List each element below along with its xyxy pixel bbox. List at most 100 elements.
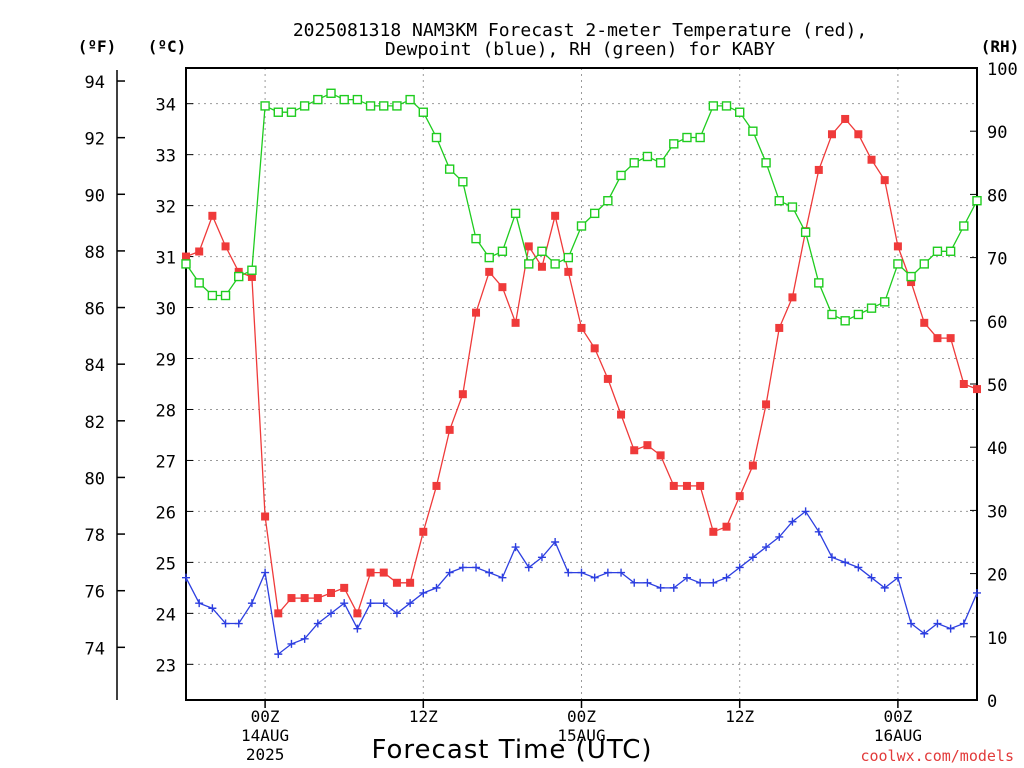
rh-point	[814, 278, 824, 288]
rh-tick-label: 70	[987, 250, 1007, 270]
temperature-point	[880, 176, 889, 185]
dewpoint-point	[933, 619, 942, 628]
dewpoint-point	[485, 568, 494, 577]
rh-point	[695, 132, 705, 143]
x-tick-label: 00Z	[251, 707, 280, 726]
temperature-point	[353, 609, 362, 618]
unit-label-rh: (RH)	[981, 37, 1020, 56]
celsius-tick-label: 30	[156, 300, 176, 320]
chart-title-line1: 2025081318 NAM3KM Forecast 2-meter Tempe…	[293, 20, 867, 41]
dewpoint-point	[841, 558, 850, 567]
x-tick-label: 00Z	[567, 707, 596, 726]
fahrenheit-tick-label: 78	[85, 526, 105, 546]
temperature-point	[551, 211, 560, 220]
rh-point	[603, 196, 613, 206]
rh-point	[313, 94, 323, 105]
rh-tick-label: 80	[987, 186, 1007, 206]
credit-text: coolwx.com/models	[860, 747, 1014, 765]
celsius-tick-label: 26	[156, 503, 176, 523]
temperature-point	[182, 252, 190, 261]
rh-point	[721, 101, 732, 111]
dewpoint-point	[524, 563, 533, 572]
rh-point	[642, 151, 653, 162]
dewpoint-point	[973, 588, 981, 597]
dewpoint-point	[748, 553, 757, 562]
dewpoint-point	[617, 568, 626, 577]
dewpoint-point	[472, 563, 481, 572]
temperature-point	[511, 318, 520, 327]
fahrenheit-tick-label: 80	[85, 469, 105, 489]
temperature-point	[814, 165, 823, 174]
temperature-point	[827, 130, 836, 139]
rh-point	[576, 221, 587, 231]
rh-point	[194, 278, 204, 288]
x-tick-label: 12Z	[725, 707, 754, 726]
unit-label-celsius: (ºC)	[148, 37, 187, 56]
dewpoint-point	[208, 604, 217, 613]
rh-point	[589, 208, 600, 219]
celsius-tick-label: 28	[156, 401, 176, 421]
dewpoint-point	[893, 573, 902, 582]
rh-point	[682, 132, 692, 143]
dewpoint-point	[696, 578, 705, 587]
celsius-tick-label: 33	[156, 147, 176, 167]
dewpoint-point	[498, 573, 507, 582]
rh-point	[866, 303, 877, 313]
rh-point	[484, 252, 494, 263]
temperature-point	[854, 130, 863, 139]
rh-point	[392, 101, 402, 111]
temperature-point	[498, 283, 507, 292]
dewpoint-point	[274, 650, 283, 659]
rh-point	[365, 101, 376, 111]
celsius-tick-label: 32	[156, 198, 176, 218]
rh-point	[800, 227, 811, 238]
rh-point	[444, 164, 455, 174]
fahrenheit-tick-label: 92	[85, 130, 105, 150]
temperature-point	[735, 492, 744, 501]
rh-point	[234, 271, 244, 282]
dewpoint-point	[775, 532, 784, 541]
x-tick-label: 16AUG	[874, 726, 922, 745]
x-tick-label: 15AUG	[557, 726, 605, 745]
temperature-point	[392, 578, 401, 587]
fahrenheit-tick-label: 76	[85, 583, 105, 603]
rh-point	[787, 202, 798, 212]
temperature-point	[973, 385, 981, 394]
dewpoint-point	[854, 563, 863, 572]
rh-point	[550, 259, 560, 269]
temperature-point	[300, 594, 309, 603]
series-rh	[181, 88, 982, 326]
x-axis-title: Forecast Time (UTC)	[371, 735, 652, 765]
dewpoint-point	[537, 553, 546, 562]
dewpoint-point	[445, 568, 454, 577]
dewpoint-point	[419, 588, 428, 597]
rh-point	[352, 94, 363, 105]
rh-point	[273, 107, 283, 117]
temperature-point	[485, 267, 494, 276]
dewpoint-point	[221, 619, 230, 628]
rh-tick-label: 20	[987, 566, 1007, 586]
rh-point	[880, 297, 890, 307]
temperature-point	[261, 512, 270, 521]
temperature-point	[458, 390, 467, 399]
dewpoint-point	[432, 583, 441, 592]
dewpoint-point	[801, 507, 810, 516]
rh-point	[431, 132, 442, 143]
rh-point	[563, 252, 574, 263]
dewpoint-point	[827, 553, 836, 562]
dewpoint-point	[340, 599, 349, 608]
dewpoint-point	[735, 563, 744, 572]
rh-point	[510, 208, 521, 219]
rh-point	[906, 271, 916, 282]
dewpoint-point	[366, 599, 375, 608]
dewpoint-point	[287, 639, 296, 648]
temperature-point	[274, 609, 283, 618]
rh-point	[418, 107, 428, 117]
x-tick-label: 2025	[246, 745, 285, 764]
celsius-tick-label: 31	[156, 249, 176, 269]
dewpoint-point	[247, 599, 256, 608]
rh-tick-label: 10	[987, 629, 1007, 649]
rh-tick-label: 60	[987, 313, 1007, 333]
